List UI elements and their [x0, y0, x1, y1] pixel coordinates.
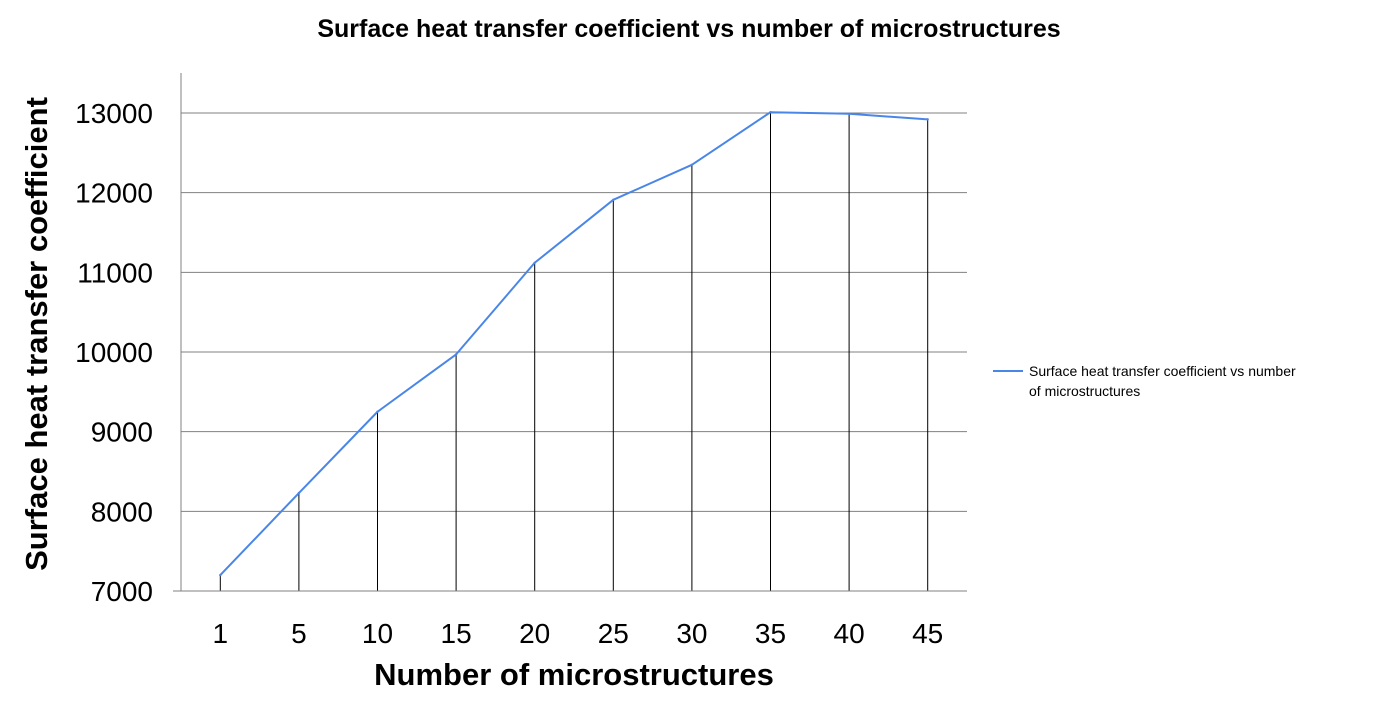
data-point [533, 261, 536, 264]
series [219, 111, 929, 577]
y-tick-labels: 7000 8000 9000 10000 11000 12000 13000 [75, 98, 153, 607]
legend: Surface heat transfer coefficient vs num… [993, 363, 1296, 399]
series-line [219, 111, 928, 576]
x-tick-label: 35 [755, 618, 786, 649]
x-tick-label: 10 [362, 618, 393, 649]
x-tick-label: 25 [598, 618, 629, 649]
y-axis-title: Surface heat transfer coefficient [19, 97, 54, 571]
x-tick-label: 15 [441, 618, 472, 649]
chart-title: Surface heat transfer coefficient vs num… [317, 15, 1060, 43]
data-point [769, 111, 772, 114]
x-tick-label: 45 [912, 618, 943, 649]
data-point [454, 353, 458, 356]
legend-label: Surface heat transfer coefficient vs num… [1029, 363, 1296, 399]
data-point [612, 198, 615, 202]
y-tick-label: 12000 [75, 178, 153, 209]
x-tick-label: 30 [676, 618, 707, 649]
x-tick-labels: 1 5 10 15 20 25 30 35 40 45 [213, 618, 944, 649]
x-tick-label: 20 [519, 618, 550, 649]
data-point [376, 410, 379, 413]
drop-lines [219, 112, 929, 591]
axes [173, 73, 967, 592]
y-tick-label: 9000 [91, 417, 153, 448]
data-point [297, 491, 301, 495]
x-tick-label: 40 [834, 618, 865, 649]
x-tick-label: 1 [213, 618, 229, 649]
y-tick-label: 11000 [77, 257, 153, 288]
y-tick-label: 7000 [91, 576, 153, 607]
data-point [926, 118, 929, 121]
x-tick-label: 5 [291, 618, 307, 649]
x-axis-title: Number of microstructures [374, 657, 774, 692]
y-tick-label: 13000 [75, 98, 153, 129]
data-point [219, 573, 222, 577]
y-tick-label: 10000 [75, 337, 153, 368]
gridlines [181, 112, 967, 512]
data-point [847, 112, 851, 115]
y-tick-label: 8000 [91, 496, 153, 527]
data-point [690, 163, 694, 166]
